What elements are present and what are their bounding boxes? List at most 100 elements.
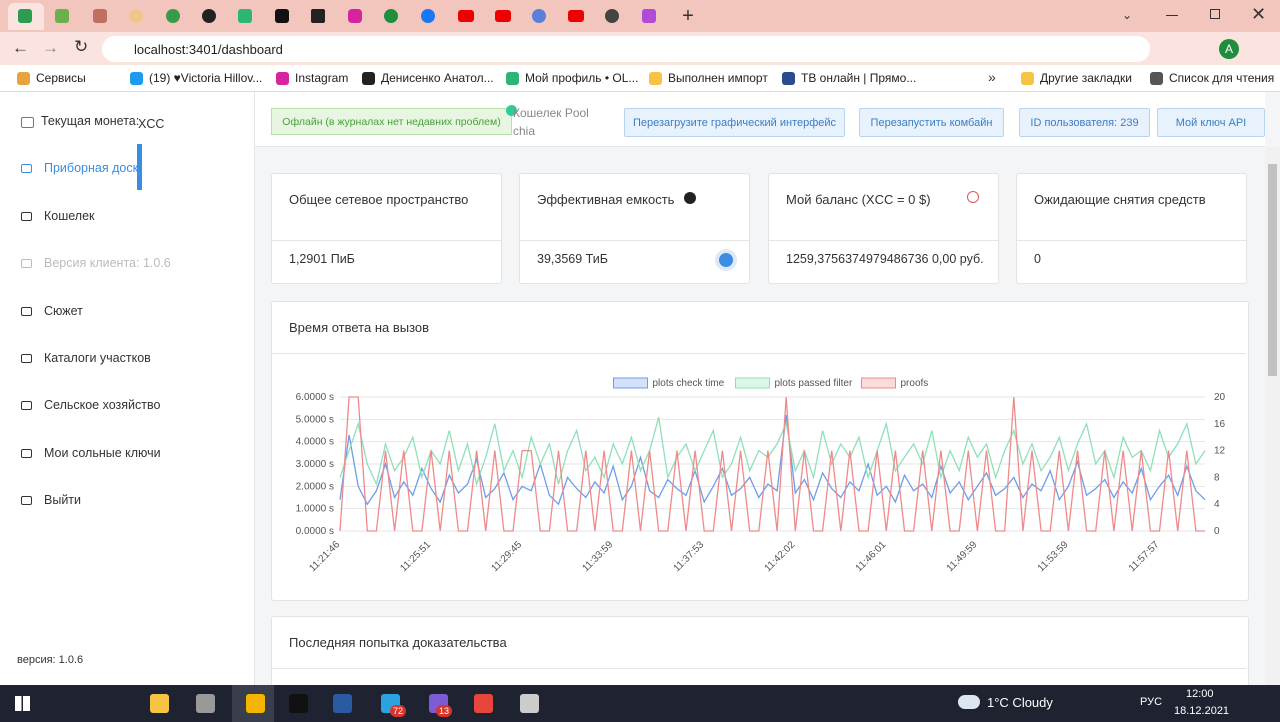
- nav-item[interactable]: Версия клиента: 1.0.6: [44, 256, 171, 270]
- help-icon[interactable]: [684, 192, 696, 204]
- taskbar: 1°C Cloudy РУС 12:00 18.12.2021 72 13: [0, 685, 1280, 722]
- card: Последняя попытка доказательства: [271, 616, 1249, 698]
- legend-label: proofs: [901, 378, 929, 389]
- tab-icon[interactable]: [568, 10, 584, 22]
- bookmark-icon: [1021, 72, 1034, 85]
- tab-menu[interactable]: ⌄: [1122, 8, 1133, 22]
- back[interactable]: ←: [12, 38, 29, 57]
- app-icon[interactable]: [289, 694, 308, 713]
- legend-swatch: [861, 377, 896, 389]
- scrollbar: [1265, 147, 1280, 685]
- button[interactable]: Мой ключ API: [1157, 108, 1265, 137]
- bookmark[interactable]: Выполнен импорт: [668, 71, 768, 85]
- app-icon[interactable]: [196, 694, 215, 713]
- app-icon[interactable]: [520, 694, 539, 713]
- legend-label: plots passed filter: [775, 378, 853, 389]
- tab-icon[interactable]: [495, 10, 511, 22]
- tab-icon[interactable]: [129, 9, 143, 23]
- tab-icon[interactable]: [275, 9, 289, 23]
- nav-item[interactable]: Выйти: [44, 493, 82, 507]
- card-title: Последняя попытка доказательства: [289, 635, 507, 650]
- divider: [272, 668, 1246, 669]
- maximize[interactable]: [1210, 9, 1220, 19]
- tab-icon[interactable]: [605, 9, 619, 23]
- forward[interactable]: →: [42, 38, 59, 57]
- legend-swatch: [613, 377, 648, 389]
- tab-icon[interactable]: [384, 9, 398, 23]
- y-tick-label: 1.0000 s: [296, 504, 334, 515]
- button[interactable]: Перезапустить комбайн: [859, 108, 1004, 137]
- card-value: 39,3569 ТиБ: [537, 252, 608, 266]
- button[interactable]: Перезагрузите графический интерфейс: [624, 108, 845, 137]
- nav-item[interactable]: Приборная доска: [44, 161, 142, 175]
- tab-icon[interactable]: [532, 9, 546, 23]
- nav-icon: [21, 307, 32, 316]
- tab-icon[interactable]: [458, 10, 474, 22]
- card-title: Эффективная емкость: [537, 192, 675, 207]
- card-title: Общее сетевое пространство: [289, 192, 469, 207]
- new-tab[interactable]: +: [682, 5, 694, 27]
- time: 12:00: [1186, 688, 1214, 700]
- warning-icon: [967, 191, 979, 203]
- bookmark[interactable]: Instagram: [295, 71, 349, 85]
- tab-icon[interactable]: [311, 9, 325, 23]
- bookmark[interactable]: Другие закладки: [1040, 71, 1132, 85]
- bookmark[interactable]: Сервисы: [36, 71, 86, 85]
- bookmark[interactable]: Список для чтения: [1169, 71, 1275, 85]
- start[interactable]: [15, 696, 30, 711]
- tab-bar: + ⌄ ✕: [0, 0, 1280, 32]
- chart-title: Время ответа на вызов: [289, 320, 430, 335]
- button[interactable]: ID пользователя: 239: [1019, 108, 1150, 137]
- app-icon[interactable]: [150, 694, 169, 713]
- profile[interactable]: A: [1219, 39, 1239, 59]
- x-tick-label: 11:57:57: [1127, 539, 1162, 574]
- status: Офлайн (в журналах нет недавних проблем): [271, 108, 512, 135]
- nav-icon: [21, 164, 32, 173]
- minimize[interactable]: [1166, 15, 1178, 16]
- nav-icon: [21, 212, 32, 221]
- bookmark[interactable]: Мой профиль • OL...: [525, 71, 639, 85]
- chart: 0.0000 s 1.0000 s 2.0000 s 3.0000 s 4.0000 s…: [296, 377, 1226, 574]
- tab-icon[interactable]: [202, 9, 216, 23]
- bookmark[interactable]: ТВ онлайн | Прямо...: [801, 71, 917, 85]
- reload[interactable]: ↻: [74, 37, 89, 56]
- bookmark-icon: [362, 72, 375, 85]
- divider: [520, 240, 749, 241]
- more[interactable]: »: [988, 69, 996, 85]
- nav-item[interactable]: Каталоги участков: [44, 351, 151, 365]
- tab-icon[interactable]: [93, 9, 107, 23]
- nav-item[interactable]: Сельское хозяйство: [44, 398, 161, 412]
- nav-item[interactable]: Мои сольные ключи: [44, 446, 161, 460]
- tab-icon[interactable]: [348, 9, 362, 23]
- toolbar: ← → ↻ localhost:3401/dashboard A: [0, 32, 1280, 65]
- help-icon[interactable]: [719, 253, 733, 267]
- date: 18.12.2021: [1174, 705, 1230, 717]
- bookmark-icon: [506, 72, 519, 85]
- app-icon[interactable]: [474, 694, 493, 713]
- tab-icon[interactable]: [166, 9, 180, 23]
- sidebar: Текущая монета: XCC версия: 1.0.6 Прибор…: [0, 92, 255, 685]
- tab-icon[interactable]: [642, 9, 656, 23]
- y2-tick-label: 12: [1214, 446, 1226, 457]
- scroll-thumb[interactable]: [1268, 164, 1277, 376]
- tab-icon[interactable]: [55, 9, 69, 23]
- url: localhost:3401/dashboard: [134, 42, 283, 57]
- nav-icon: [21, 449, 32, 458]
- tab-icon: [18, 9, 32, 23]
- bookmark-icon: [130, 72, 143, 85]
- pool: Кошелек Pool chia: [513, 106, 589, 138]
- tab-icon[interactable]: [421, 9, 435, 23]
- nav-item[interactable]: Кошелек: [44, 209, 95, 223]
- app-icon[interactable]: [333, 694, 352, 713]
- tab-icon[interactable]: [238, 9, 252, 23]
- app-icon[interactable]: [246, 694, 265, 713]
- y2-tick-label: 20: [1214, 392, 1226, 403]
- omnibox[interactable]: localhost:3401/dashboard: [102, 36, 1150, 62]
- close[interactable]: ✕: [1251, 4, 1267, 24]
- weather: 1°C Cloudy: [987, 695, 1053, 710]
- y-tick-label: 6.0000 s: [296, 392, 334, 403]
- nav-item[interactable]: Сюжет: [44, 304, 83, 318]
- bookmark[interactable]: Денисенко Анатол...: [381, 71, 494, 85]
- bookmark[interactable]: (19) ♥Victoria Hillov...: [149, 71, 263, 85]
